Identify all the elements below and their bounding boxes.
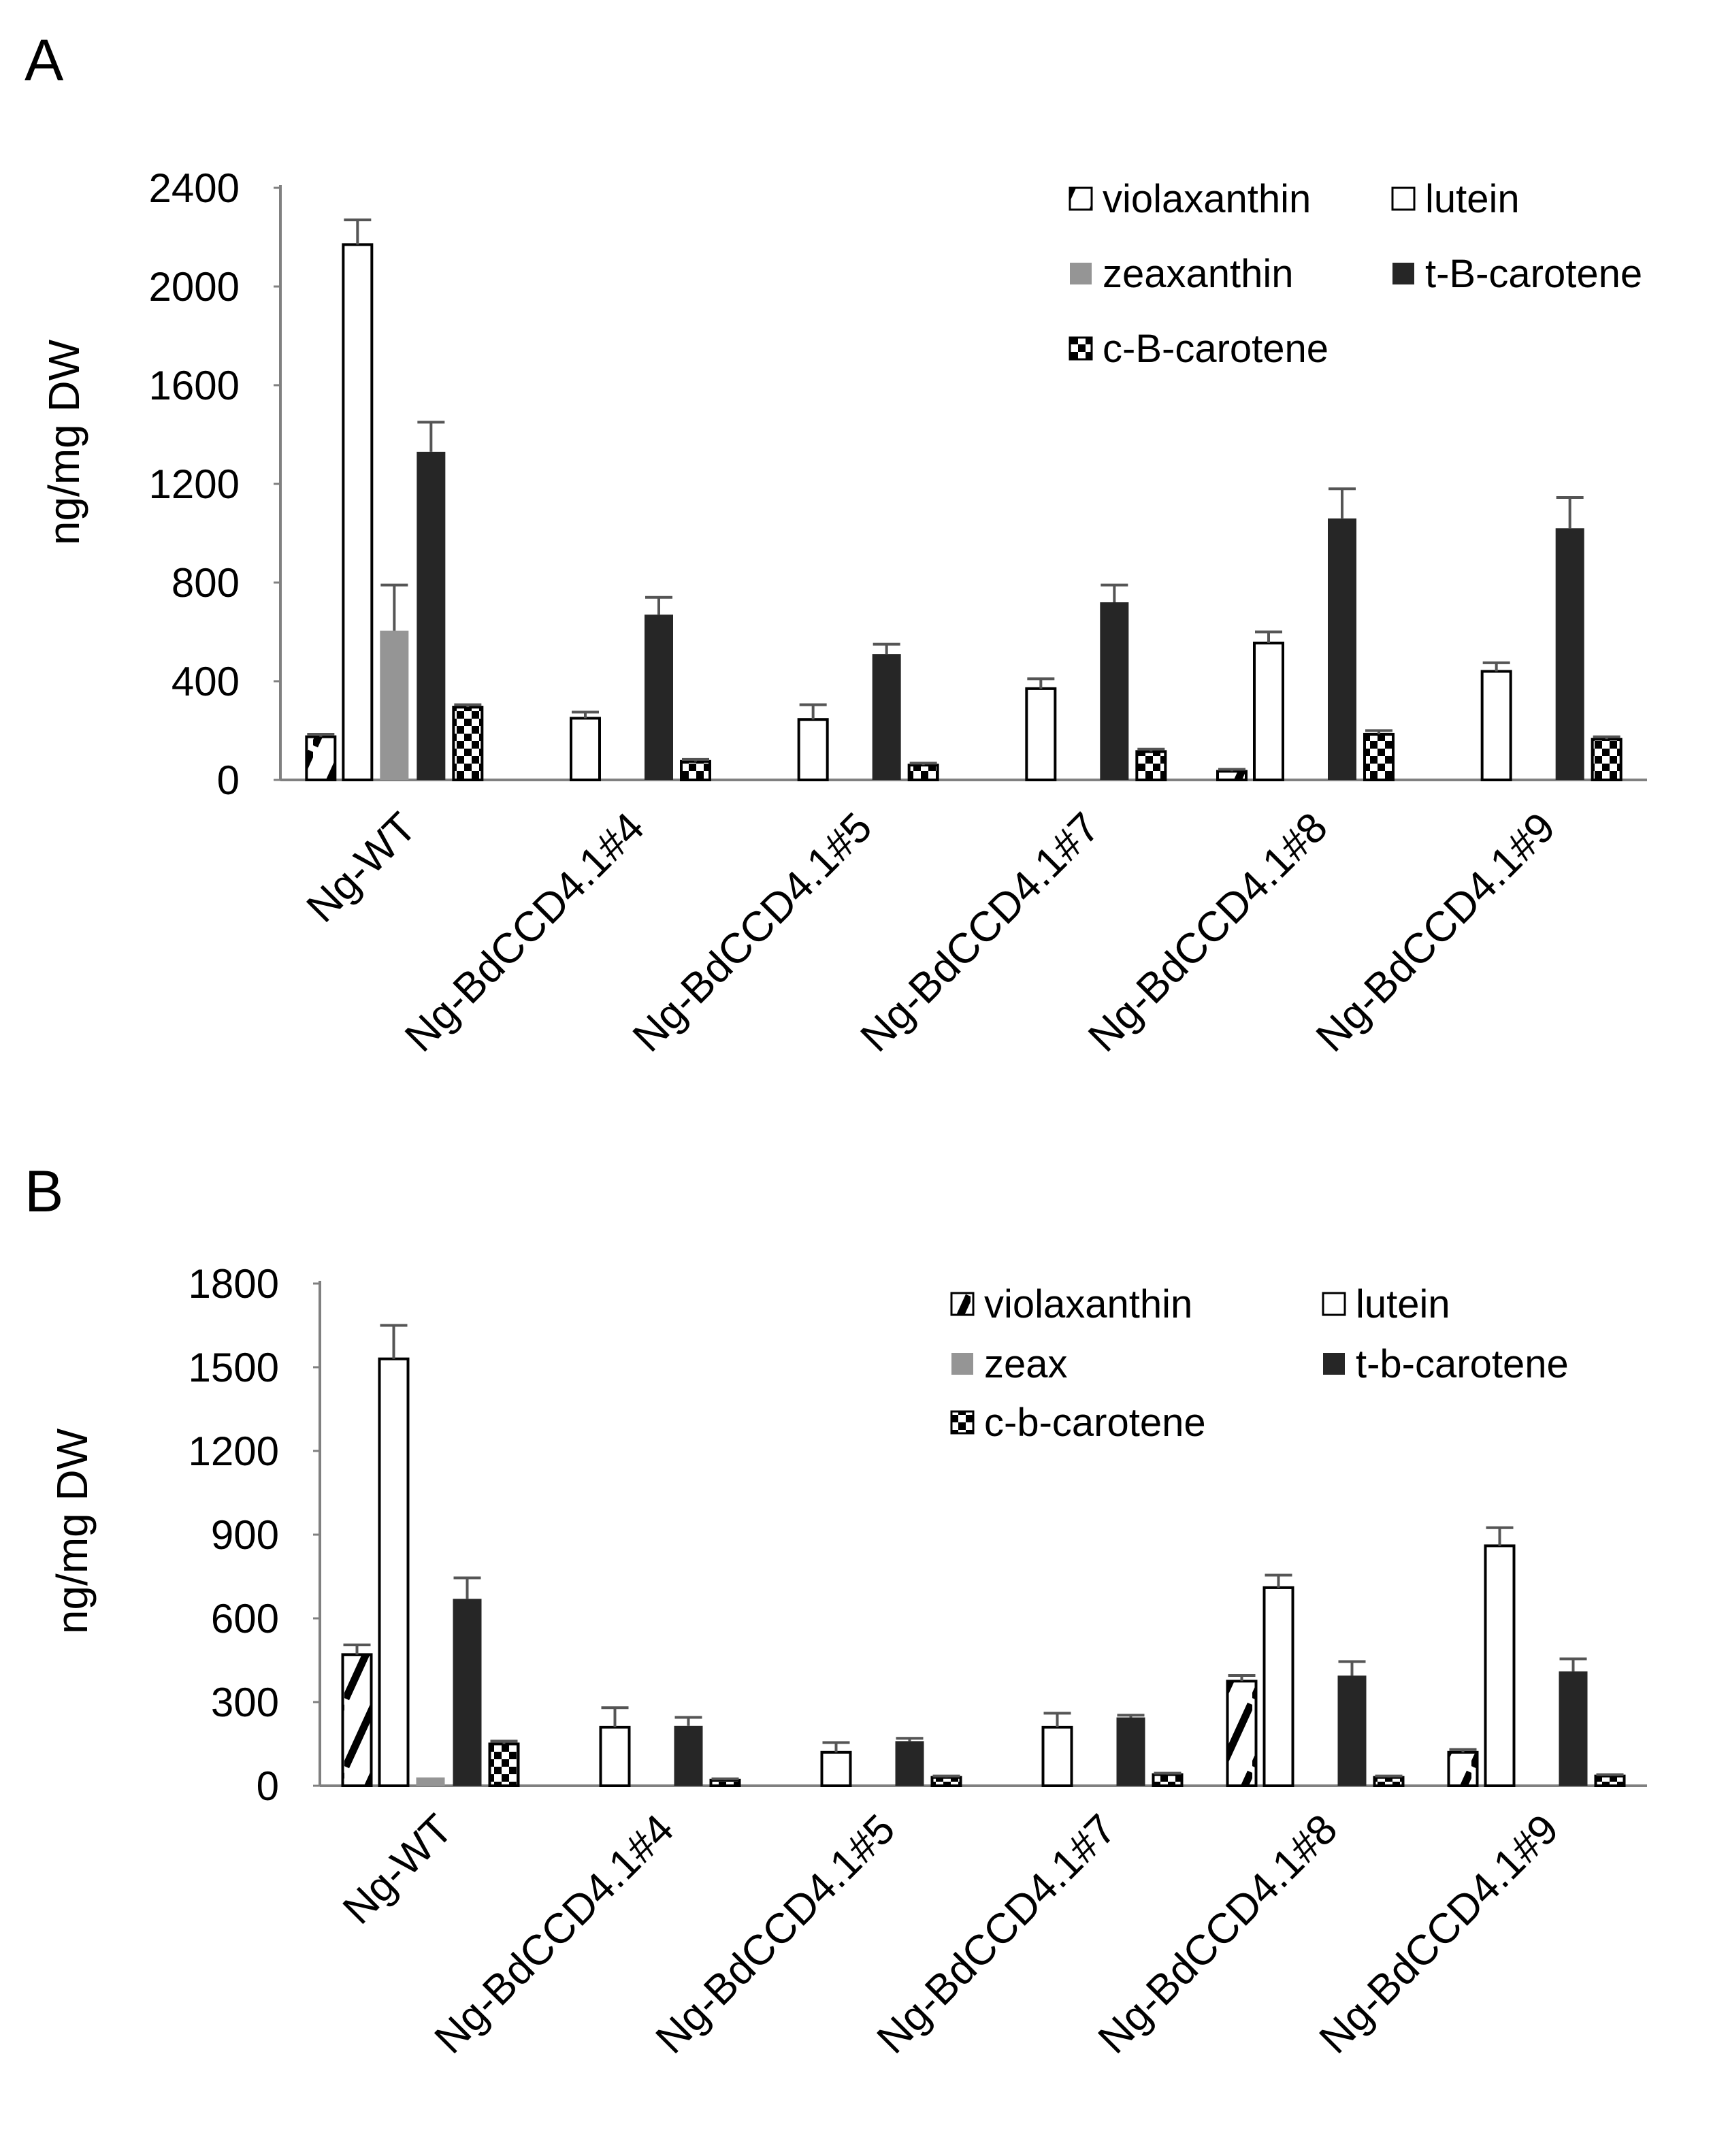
bar-t-b-carotene-4 (1116, 1717, 1145, 1786)
panel-b-y-axis-label: ng/mg DW (48, 1428, 97, 1634)
legend-label-lutein: lutein (1356, 1282, 1450, 1326)
category-label: Ng-BdCCD4.1#5 (647, 1806, 905, 2063)
legend-swatch-zeax (951, 1353, 973, 1375)
category-label: Ng-BdCCD4.1#7 (851, 804, 1109, 1061)
bar-t-b-carotene-2 (674, 1725, 703, 1786)
y-tick-label: 400 (172, 659, 240, 704)
legend-label-violaxanthin: violaxanthin (984, 1282, 1192, 1326)
category-label: Ng-BdCCD4.1#8 (1079, 804, 1337, 1061)
y-tick-label: 1500 (189, 1345, 279, 1390)
category-label: Ng-BdCCD4.1#5 (624, 804, 881, 1061)
bar-lutein-2 (570, 717, 601, 781)
bar-zeax-1 (416, 1777, 445, 1786)
legend-swatch-zeaxanthin (1070, 263, 1092, 284)
bar-t-b-carotene-6 (1559, 1671, 1588, 1786)
y-tick-label: 800 (172, 560, 240, 606)
legend-label-t-b-carotene: t-B-carotene (1425, 252, 1642, 296)
bar-lutein-5 (1253, 641, 1284, 781)
bar-violaxanthin-5 (1226, 1680, 1258, 1787)
y-tick-label: 1200 (189, 1428, 279, 1474)
bar-t-b-carotene-3 (872, 654, 901, 780)
bar-violaxanthin-6 (1447, 1750, 1479, 1788)
bar-c-b-carotene-6 (1594, 1774, 1626, 1787)
bar-lutein-4 (1041, 1725, 1073, 1787)
panel-b-label: B (25, 1159, 63, 1224)
legend-label-t-b-carotene: t-b-carotene (1356, 1342, 1569, 1386)
legend-swatch-c-b-carotene (1069, 336, 1093, 361)
y-tick-label: 900 (211, 1512, 279, 1558)
category-label: Ng-BdCCD4.1#4 (426, 1806, 683, 2063)
bar-t-b-carotene-3 (895, 1741, 924, 1786)
panel-a-y-axis-label: ng/mg DW (39, 339, 88, 545)
bar-c-b-carotene-2 (680, 760, 711, 781)
legend-swatch-violaxanthin (950, 1292, 975, 1316)
bar-violaxanthin-1 (305, 735, 337, 781)
bar-t-b-carotene-1 (453, 1599, 482, 1786)
bar-c-b-carotene-4 (1152, 1773, 1184, 1788)
bar-c-b-carotene-5 (1373, 1776, 1405, 1787)
legend-swatch-t-b-carotene (1392, 263, 1414, 284)
legend-swatch-c-b-carotene (950, 1410, 975, 1435)
legend-label-c-b-carotene: c-B-carotene (1103, 327, 1329, 371)
bar-violaxanthin-1 (341, 1653, 373, 1788)
bar-c-b-carotene-3 (930, 1776, 962, 1787)
bar-c-b-carotene-6 (1591, 738, 1623, 781)
y-tick-label: 0 (257, 1763, 279, 1809)
y-tick-label: 1600 (149, 363, 240, 408)
bar-c-b-carotene-5 (1363, 732, 1395, 781)
legend-label-zeax: zeax (984, 1342, 1068, 1386)
bar-violaxanthin-5 (1216, 770, 1248, 781)
y-tick-label: 1800 (189, 1261, 279, 1307)
bar-lutein-1 (342, 243, 374, 781)
legend-label-c-b-carotene: c-b-carotene (984, 1401, 1206, 1445)
category-label: Ng-WT (334, 1806, 462, 1933)
y-tick-label: 1200 (149, 461, 240, 507)
bar-t-b-carotene-5 (1328, 518, 1356, 780)
panel-a: A ng/mg DW 04008001200160020002400Ng-WTN… (25, 28, 1647, 1061)
legend-label-lutein: lutein (1425, 177, 1520, 221)
bar-lutein-6 (1484, 1544, 1516, 1787)
bar-c-b-carotene-1 (488, 1742, 520, 1787)
panel-b: B ng/mg DW 0300600900120015001800Ng-WTNg… (25, 1159, 1647, 2063)
panel-a-plot: 04008001200160020002400Ng-WTNg-BdCCD4.1#… (149, 165, 1647, 1061)
legend-swatch-lutein (1322, 1292, 1346, 1316)
bar-c-b-carotene-2 (709, 1778, 741, 1788)
bar-lutein-6 (1480, 670, 1512, 781)
category-label: Ng-BdCCD4.1#7 (868, 1806, 1126, 2063)
panel-a-label: A (25, 28, 64, 93)
y-tick-label: 300 (211, 1680, 279, 1725)
y-tick-label: 2400 (149, 165, 240, 211)
y-tick-label: 2000 (149, 264, 240, 310)
bar-lutein-3 (797, 718, 829, 781)
bar-lutein-3 (820, 1750, 852, 1788)
legend-swatch-violaxanthin (1069, 186, 1093, 211)
bar-c-b-carotene-3 (907, 764, 939, 781)
bar-t-b-carotene-1 (417, 451, 446, 780)
bar-lutein-5 (1262, 1586, 1294, 1787)
bar-lutein-4 (1025, 687, 1057, 781)
category-label: Ng-BdCCD4.1#4 (396, 804, 653, 1061)
bar-c-b-carotene-1 (452, 706, 484, 781)
legend-swatch-lutein (1391, 186, 1416, 211)
bar-t-b-carotene-5 (1337, 1676, 1367, 1786)
category-label: Ng-BdCCD4.1#8 (1090, 1806, 1347, 2063)
bar-t-b-carotene-2 (645, 615, 673, 780)
panel-a-legend: violaxanthin lutein zeaxanthin t-B-carot… (1069, 177, 1642, 371)
bar-t-b-carotene-4 (1100, 602, 1129, 780)
legend-label-zeaxanthin: zeaxanthin (1103, 252, 1294, 296)
panel-b-legend: violaxanthin lutein zeax t-b-carotene c-… (950, 1282, 1569, 1445)
category-label: Ng-WT (298, 804, 426, 932)
y-tick-label: 0 (217, 757, 240, 803)
legend-swatch-t-b-carotene (1323, 1353, 1345, 1375)
category-label: Ng-BdCCD4.1#9 (1307, 804, 1565, 1061)
bar-t-b-carotene-6 (1555, 528, 1584, 780)
y-tick-label: 600 (211, 1596, 279, 1642)
bar-lutein-2 (599, 1725, 631, 1787)
category-label: Ng-BdCCD4.1#9 (1311, 1806, 1568, 2063)
bar-zeaxanthin-1 (380, 630, 409, 780)
legend-label-violaxanthin: violaxanthin (1103, 177, 1311, 221)
bar-c-b-carotene-4 (1135, 750, 1167, 781)
bar-lutein-1 (378, 1357, 410, 1787)
